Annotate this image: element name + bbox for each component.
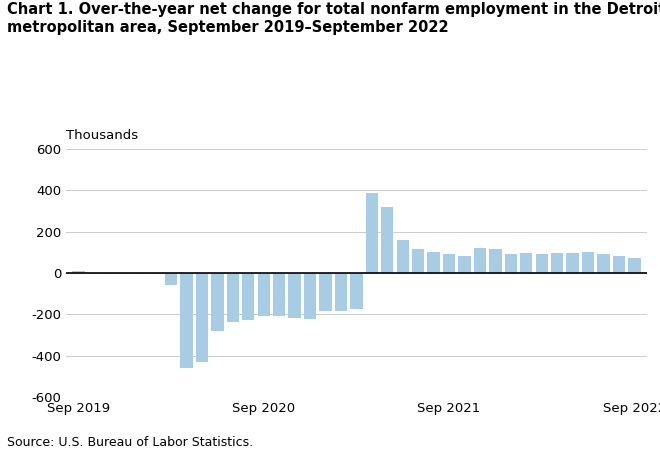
Bar	[366, 193, 378, 273]
Text: metropolitan area, September 2019–September 2022: metropolitan area, September 2019–Septem…	[7, 20, 448, 35]
Bar	[257, 273, 270, 316]
Text: Source: U.S. Bureau of Labor Statistics.: Source: U.S. Bureau of Labor Statistics.	[7, 436, 253, 449]
Bar	[180, 273, 193, 368]
Bar	[72, 271, 84, 273]
Bar	[335, 273, 347, 311]
Bar	[103, 273, 115, 274]
Text: Chart 1. Over-the-year net change for total nonfarm employment in the Detroit: Chart 1. Over-the-year net change for to…	[7, 2, 660, 17]
Bar	[381, 207, 393, 273]
Bar	[288, 273, 301, 318]
Bar	[165, 273, 178, 285]
Bar	[551, 253, 564, 273]
Bar	[397, 240, 409, 273]
Bar	[428, 252, 440, 273]
Bar	[149, 273, 162, 274]
Bar	[535, 254, 548, 273]
Bar	[474, 248, 486, 273]
Bar	[582, 252, 594, 273]
Bar	[242, 273, 255, 320]
Bar	[304, 273, 316, 319]
Bar	[350, 273, 362, 309]
Bar	[458, 256, 471, 273]
Bar	[505, 254, 517, 273]
Bar	[597, 254, 610, 273]
Bar	[613, 256, 625, 273]
Bar	[412, 249, 424, 273]
Bar	[211, 273, 224, 331]
Bar	[134, 273, 147, 274]
Bar	[273, 273, 285, 316]
Bar	[88, 273, 100, 274]
Bar	[226, 273, 239, 322]
Bar	[520, 253, 533, 273]
Bar	[628, 258, 641, 273]
Bar	[443, 254, 455, 273]
Bar	[119, 273, 131, 274]
Bar	[319, 273, 332, 311]
Bar	[489, 249, 502, 273]
Bar	[196, 273, 208, 362]
Bar	[566, 253, 579, 273]
Text: Thousands: Thousands	[66, 129, 138, 142]
